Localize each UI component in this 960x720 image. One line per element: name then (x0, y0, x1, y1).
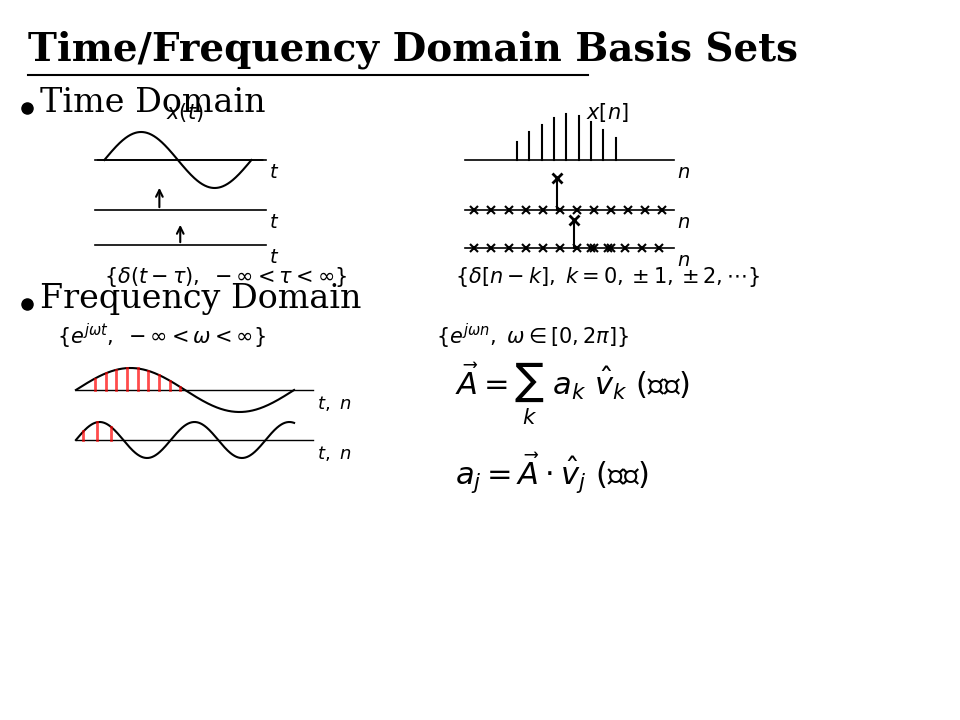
Text: Frequency Domain: Frequency Domain (40, 283, 361, 315)
Text: $t$: $t$ (270, 214, 279, 232)
Text: $n$: $n$ (678, 252, 690, 270)
Text: $\{\delta[n-k],\ k = 0, \pm 1, \pm 2, \cdots\}$: $\{\delta[n-k],\ k = 0, \pm 1, \pm 2, \c… (455, 265, 760, 289)
Text: $\{e^{j\omega n},\ \omega \in [0, 2\pi]\}$: $\{e^{j\omega n},\ \omega \in [0, 2\pi]\… (437, 322, 630, 351)
Text: $t$: $t$ (270, 249, 279, 267)
Text: $\{\delta(t-\tau),\ -\infty < \tau < \infty\}$: $\{\delta(t-\tau),\ -\infty < \tau < \in… (105, 265, 348, 289)
Text: $n$: $n$ (678, 164, 690, 182)
Text: $t,\ n$: $t,\ n$ (317, 394, 351, 413)
Text: $t,\ n$: $t,\ n$ (317, 444, 351, 463)
Text: $\{e^{j\omega t},\ -\infty < \omega < \infty\}$: $\{e^{j\omega t},\ -\infty < \omega < \i… (57, 322, 266, 351)
Text: $a_j = \vec{A} \cdot \hat{v}_j\ \mathrm{(分析)}$: $a_j = \vec{A} \cdot \hat{v}_j\ \mathrm{… (455, 450, 649, 495)
Text: Time/Frequency Domain Basis Sets: Time/Frequency Domain Basis Sets (29, 30, 799, 68)
Text: $n$: $n$ (678, 214, 690, 232)
Text: $x(t)$: $x(t)$ (166, 101, 204, 124)
Text: $x[n]$: $x[n]$ (586, 101, 629, 124)
Text: $\vec{A} = \sum_{k}\ a_k\ \hat{v}_k\ \mathrm{(合成)}$: $\vec{A} = \sum_{k}\ a_k\ \hat{v}_k\ \ma… (455, 360, 690, 427)
Text: Time Domain: Time Domain (40, 87, 265, 119)
Text: $t$: $t$ (270, 164, 279, 182)
